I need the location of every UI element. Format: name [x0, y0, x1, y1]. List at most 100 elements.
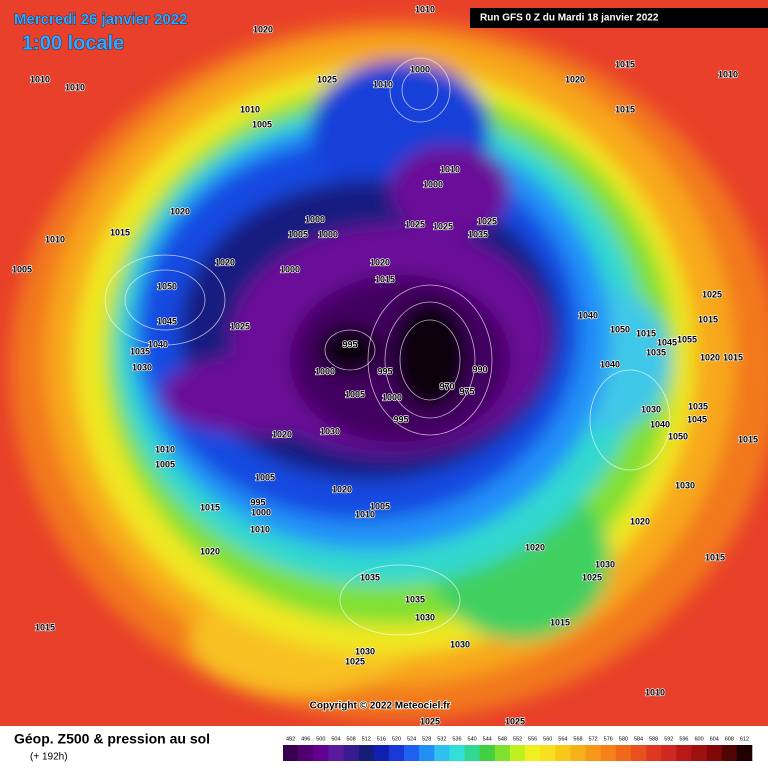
isobar-label: 1025	[582, 572, 602, 582]
map-field	[0, 0, 768, 726]
isobar-label: 1020	[700, 352, 720, 362]
isobar-label: 1015	[636, 328, 656, 338]
legend-swatch	[464, 745, 480, 761]
isobar-label: 1010	[645, 687, 665, 697]
legend-swatch	[388, 745, 405, 761]
isobar-label: 1050	[157, 281, 177, 291]
isobar-label: 1020	[170, 206, 190, 216]
isobar-label: 1050	[668, 431, 688, 441]
legend-swatch	[646, 745, 662, 761]
isobar-label: 1020	[370, 257, 390, 267]
isobar-label: 1005	[12, 264, 32, 274]
isobar-label: 1055	[677, 334, 697, 344]
isobar-label: 1030	[595, 559, 615, 569]
legend-label: 596	[679, 736, 688, 742]
isobar-label: 995	[250, 497, 265, 507]
forecast-date: Mercredi 26 janvier 2022	[14, 11, 187, 28]
legend-label: 556	[528, 736, 537, 742]
isobar-label: 1025	[405, 219, 425, 229]
isobar-label: 1030	[320, 426, 340, 436]
legend-label: 540	[468, 736, 477, 742]
footer-title: Géop. Z500 & pression au sol	[14, 731, 210, 747]
legend-label: 516	[377, 736, 386, 742]
isobar-label: 1010	[718, 69, 738, 79]
isobar-label: 1030	[675, 480, 695, 490]
legend-label: 500	[316, 736, 325, 742]
isobar-label: 1020	[565, 74, 585, 84]
legend-label: 560	[543, 736, 552, 742]
isobar-label: 1025	[230, 321, 250, 331]
isobar-label: 1035	[405, 594, 425, 604]
legend-label: 608	[725, 736, 734, 742]
legend-label: 572	[589, 736, 598, 742]
legend-swatch	[449, 745, 465, 761]
legend-swatch	[283, 745, 299, 761]
isobar-label: 1030	[355, 646, 375, 656]
isobar-label: 1045	[657, 337, 677, 347]
isobar-label: 970	[439, 381, 454, 391]
legend-swatch	[525, 745, 541, 761]
legend-swatch	[736, 745, 753, 761]
isobar-label: 1040	[650, 419, 670, 429]
legend-swatch	[494, 745, 511, 761]
isobar-label: 1040	[578, 310, 598, 320]
isobar-label: 1030	[132, 362, 152, 372]
isobar-label: 1010	[45, 234, 65, 244]
isobar-label: 1010	[415, 4, 435, 14]
isobar-label: 1035	[688, 401, 708, 411]
isobar-label: 1010	[355, 509, 375, 519]
isobar-label: 1015	[698, 314, 718, 324]
isobar-label: 1015	[110, 227, 130, 237]
isobar-label: 1020	[215, 257, 235, 267]
isobar-label: 1045	[157, 316, 177, 326]
legend-label: 512	[362, 736, 371, 742]
legend-label: 564	[558, 736, 567, 742]
legend-swatch	[358, 745, 375, 761]
isobar-label: 1015	[738, 434, 758, 444]
isobar-label: 1005	[252, 119, 272, 129]
legend-label: 612	[740, 736, 749, 742]
legend: 492 496 500 504 508 512 516 520 524 528 532 536 540 5…	[283, 736, 753, 761]
isobar-label: 1040	[600, 359, 620, 369]
isobar-label: 1000	[280, 264, 300, 274]
isobar-label: 1010	[240, 104, 260, 114]
legend-label: 588	[649, 736, 658, 742]
isobar-label: 1020	[525, 542, 545, 552]
isobar-label: 1000	[382, 392, 402, 402]
legend-label: 492	[286, 736, 295, 742]
legend-swatch	[509, 745, 526, 761]
isobar-label: 1000	[305, 214, 325, 224]
isobar-label: 1020	[272, 429, 292, 439]
isobar-label: 1020	[253, 24, 273, 34]
isobar-label: 975	[459, 386, 474, 396]
isobar-label: 1050	[610, 324, 630, 334]
footer-lead: (+ 192h)	[30, 752, 68, 763]
isobar-label: 1035	[360, 572, 380, 582]
legend-swatch	[630, 745, 647, 761]
legend-swatch	[691, 745, 707, 761]
isobar-label: 1025	[702, 289, 722, 299]
isobar-label: 1005	[288, 229, 308, 239]
legend-swatch	[570, 745, 586, 761]
isobar-label: 1030	[415, 612, 435, 622]
legend-swatch	[298, 745, 314, 761]
copyright: Copyright © 2022 Meteociel.fr	[310, 701, 451, 712]
isobar-label: 1015	[723, 352, 743, 362]
isobar-label: 1015	[615, 104, 635, 114]
legend-label: 604	[710, 736, 719, 742]
isobar-label: 1010	[373, 79, 393, 89]
legend-label: 528	[422, 736, 431, 742]
isobar-label: 1020	[200, 546, 220, 556]
isobar-label: 995	[342, 339, 357, 349]
isobar-label: 1030	[450, 639, 470, 649]
isobar-label: 1000	[410, 64, 430, 74]
legend-swatch	[419, 745, 435, 761]
legend-swatch	[373, 745, 390, 761]
legend-label: 592	[664, 736, 673, 742]
isobar-label: 1030	[641, 404, 661, 414]
legend-swatch	[343, 745, 359, 761]
legend-swatch	[434, 745, 450, 761]
